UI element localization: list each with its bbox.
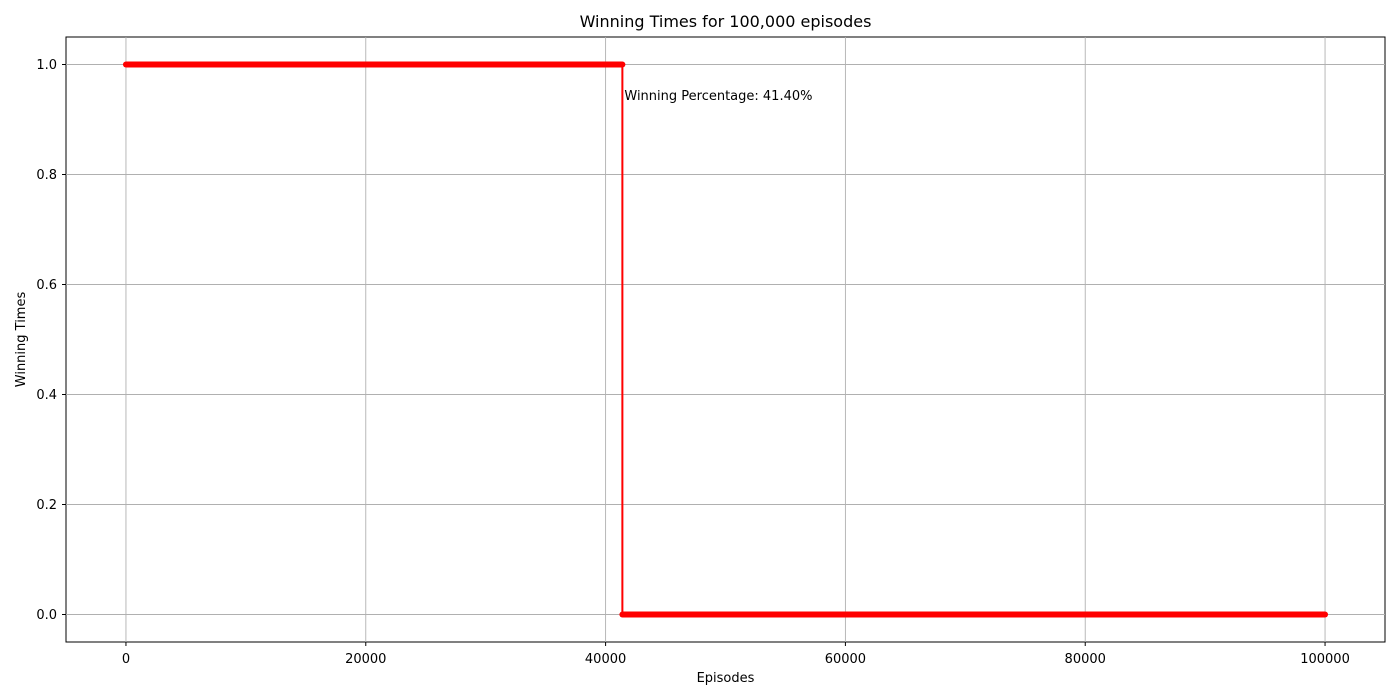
grid xyxy=(66,37,1385,642)
x-tick-label: 0 xyxy=(122,652,130,667)
y-tick-label: 1.0 xyxy=(36,58,57,73)
x-axis-label: Episodes xyxy=(697,671,755,686)
winning-percentage-annotation: Winning Percentage: 41.40% xyxy=(624,89,812,104)
x-tick-label: 60000 xyxy=(825,652,866,667)
y-axis-label: Winning Times xyxy=(14,292,29,388)
y-tick-label: 0.4 xyxy=(36,388,57,403)
plot-area xyxy=(65,36,1386,643)
x-tick-label: 40000 xyxy=(585,652,626,667)
y-tick-label: 0.6 xyxy=(36,278,57,293)
x-tick-label: 80000 xyxy=(1065,652,1106,667)
y-tick-label: 0.8 xyxy=(36,168,57,183)
x-tick-label: 100000 xyxy=(1300,652,1350,667)
x-axis-ticks: 0 20000 40000 60000 80000 100000 xyxy=(122,642,1350,667)
series-line xyxy=(125,63,1326,616)
y-axis-ticks: 0.0 0.2 0.4 0.6 0.8 1.0 xyxy=(36,58,66,623)
series-layer xyxy=(122,61,1329,618)
x-tick-label: 20000 xyxy=(345,652,386,667)
chart-title: Winning Times for 100,000 episodes xyxy=(580,12,872,31)
y-tick-label: 0.0 xyxy=(36,608,57,623)
y-tick-label: 0.2 xyxy=(36,498,57,513)
